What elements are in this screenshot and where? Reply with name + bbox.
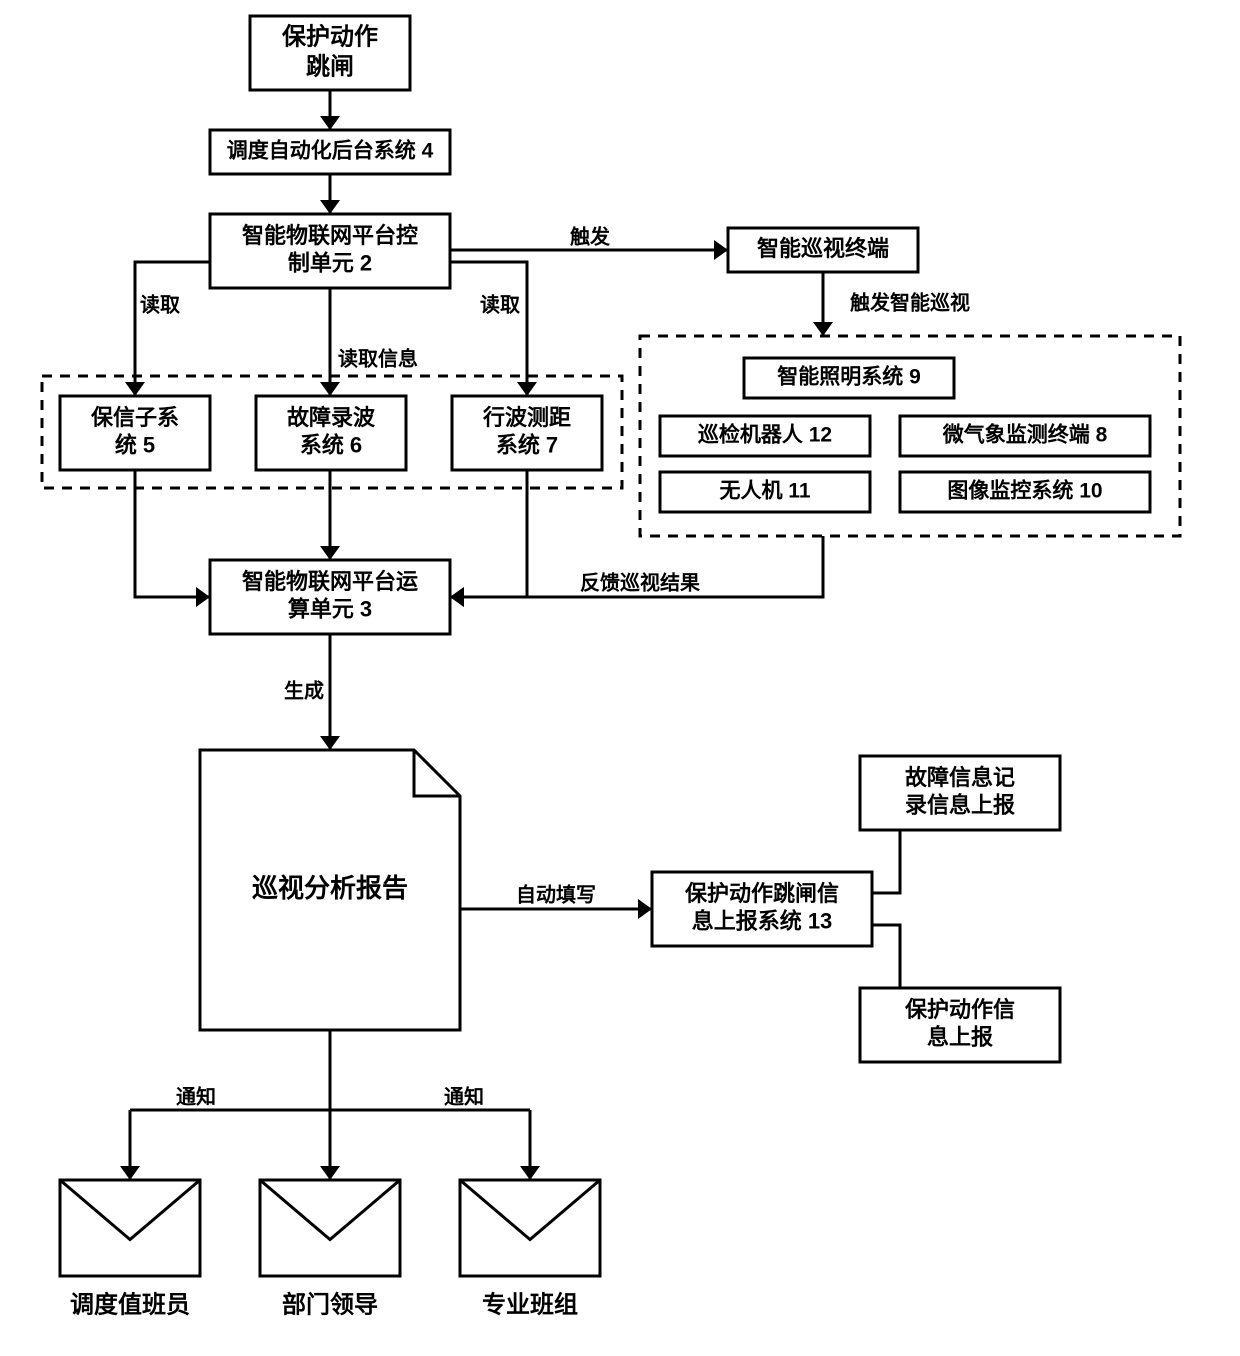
n_dispatch-label: 调度自动化后台系统 4 bbox=[227, 139, 434, 163]
n_term-label: 智能巡视终端 bbox=[757, 236, 889, 261]
svg-text:读取信息: 读取信息 bbox=[338, 346, 418, 370]
n_lubo-label: 系统 6 bbox=[300, 433, 362, 458]
n_baoxin-label: 统 5 bbox=[115, 433, 155, 458]
n_report_sys-label: 保护动作跳闸信 bbox=[684, 881, 839, 906]
n_lubo-label: 故障录波 bbox=[287, 405, 376, 430]
n_report_sys-label: 息上报系统 13 bbox=[692, 909, 833, 934]
n_fault_up-label: 录信息上报 bbox=[905, 793, 1015, 818]
n_xingbo-label: 行波测距 bbox=[482, 405, 571, 430]
n_xingbo-label: 系统 7 bbox=[496, 433, 558, 458]
svg-text:生成: 生成 bbox=[284, 678, 324, 702]
report-document-label: 巡视分析报告 bbox=[252, 873, 408, 903]
n_baoxin-label: 保信子系 bbox=[90, 405, 179, 430]
n_light-label: 智能照明系统 9 bbox=[777, 365, 921, 389]
n_compute-label: 算单元 3 bbox=[288, 597, 372, 622]
n_image-label: 图像监控系统 10 bbox=[947, 479, 1102, 503]
svg-text:读取: 读取 bbox=[480, 292, 520, 316]
svg-text:通知: 通知 bbox=[176, 1084, 216, 1108]
e1 bbox=[60, 1180, 200, 1276]
e2 bbox=[260, 1180, 400, 1276]
n_start-label: 跳闸 bbox=[306, 53, 354, 80]
n_fault_up-label: 故障信息记 bbox=[905, 765, 1015, 790]
svg-text:通知: 通知 bbox=[444, 1084, 484, 1108]
svg-text:自动填写: 自动填写 bbox=[516, 882, 596, 906]
e3 bbox=[460, 1180, 600, 1276]
n_prot_up-label: 息上报 bbox=[927, 1025, 993, 1050]
svg-text:触发: 触发 bbox=[570, 224, 611, 248]
e1-label: 调度值班员 bbox=[70, 1290, 190, 1318]
svg-text:反馈巡视结果: 反馈巡视结果 bbox=[580, 570, 700, 594]
n_compute-label: 智能物联网平台运 bbox=[242, 569, 418, 594]
n_robot-label: 巡检机器人 12 bbox=[698, 423, 832, 447]
e3-label: 专业班组 bbox=[482, 1290, 578, 1318]
n_start-label: 保护动作 bbox=[281, 23, 378, 50]
n_prot_up-label: 保护动作信 bbox=[904, 997, 1015, 1022]
n_uav-label: 无人机 11 bbox=[719, 479, 810, 503]
n_ctrl-label: 制单元 2 bbox=[288, 251, 372, 276]
n_weather-label: 微气象监测终端 8 bbox=[942, 423, 1108, 447]
svg-text:读取: 读取 bbox=[140, 292, 180, 316]
e2-label: 部门领导 bbox=[282, 1290, 378, 1318]
n_ctrl-label: 智能物联网平台控 bbox=[242, 223, 418, 248]
svg-text:触发智能巡视: 触发智能巡视 bbox=[850, 290, 970, 314]
